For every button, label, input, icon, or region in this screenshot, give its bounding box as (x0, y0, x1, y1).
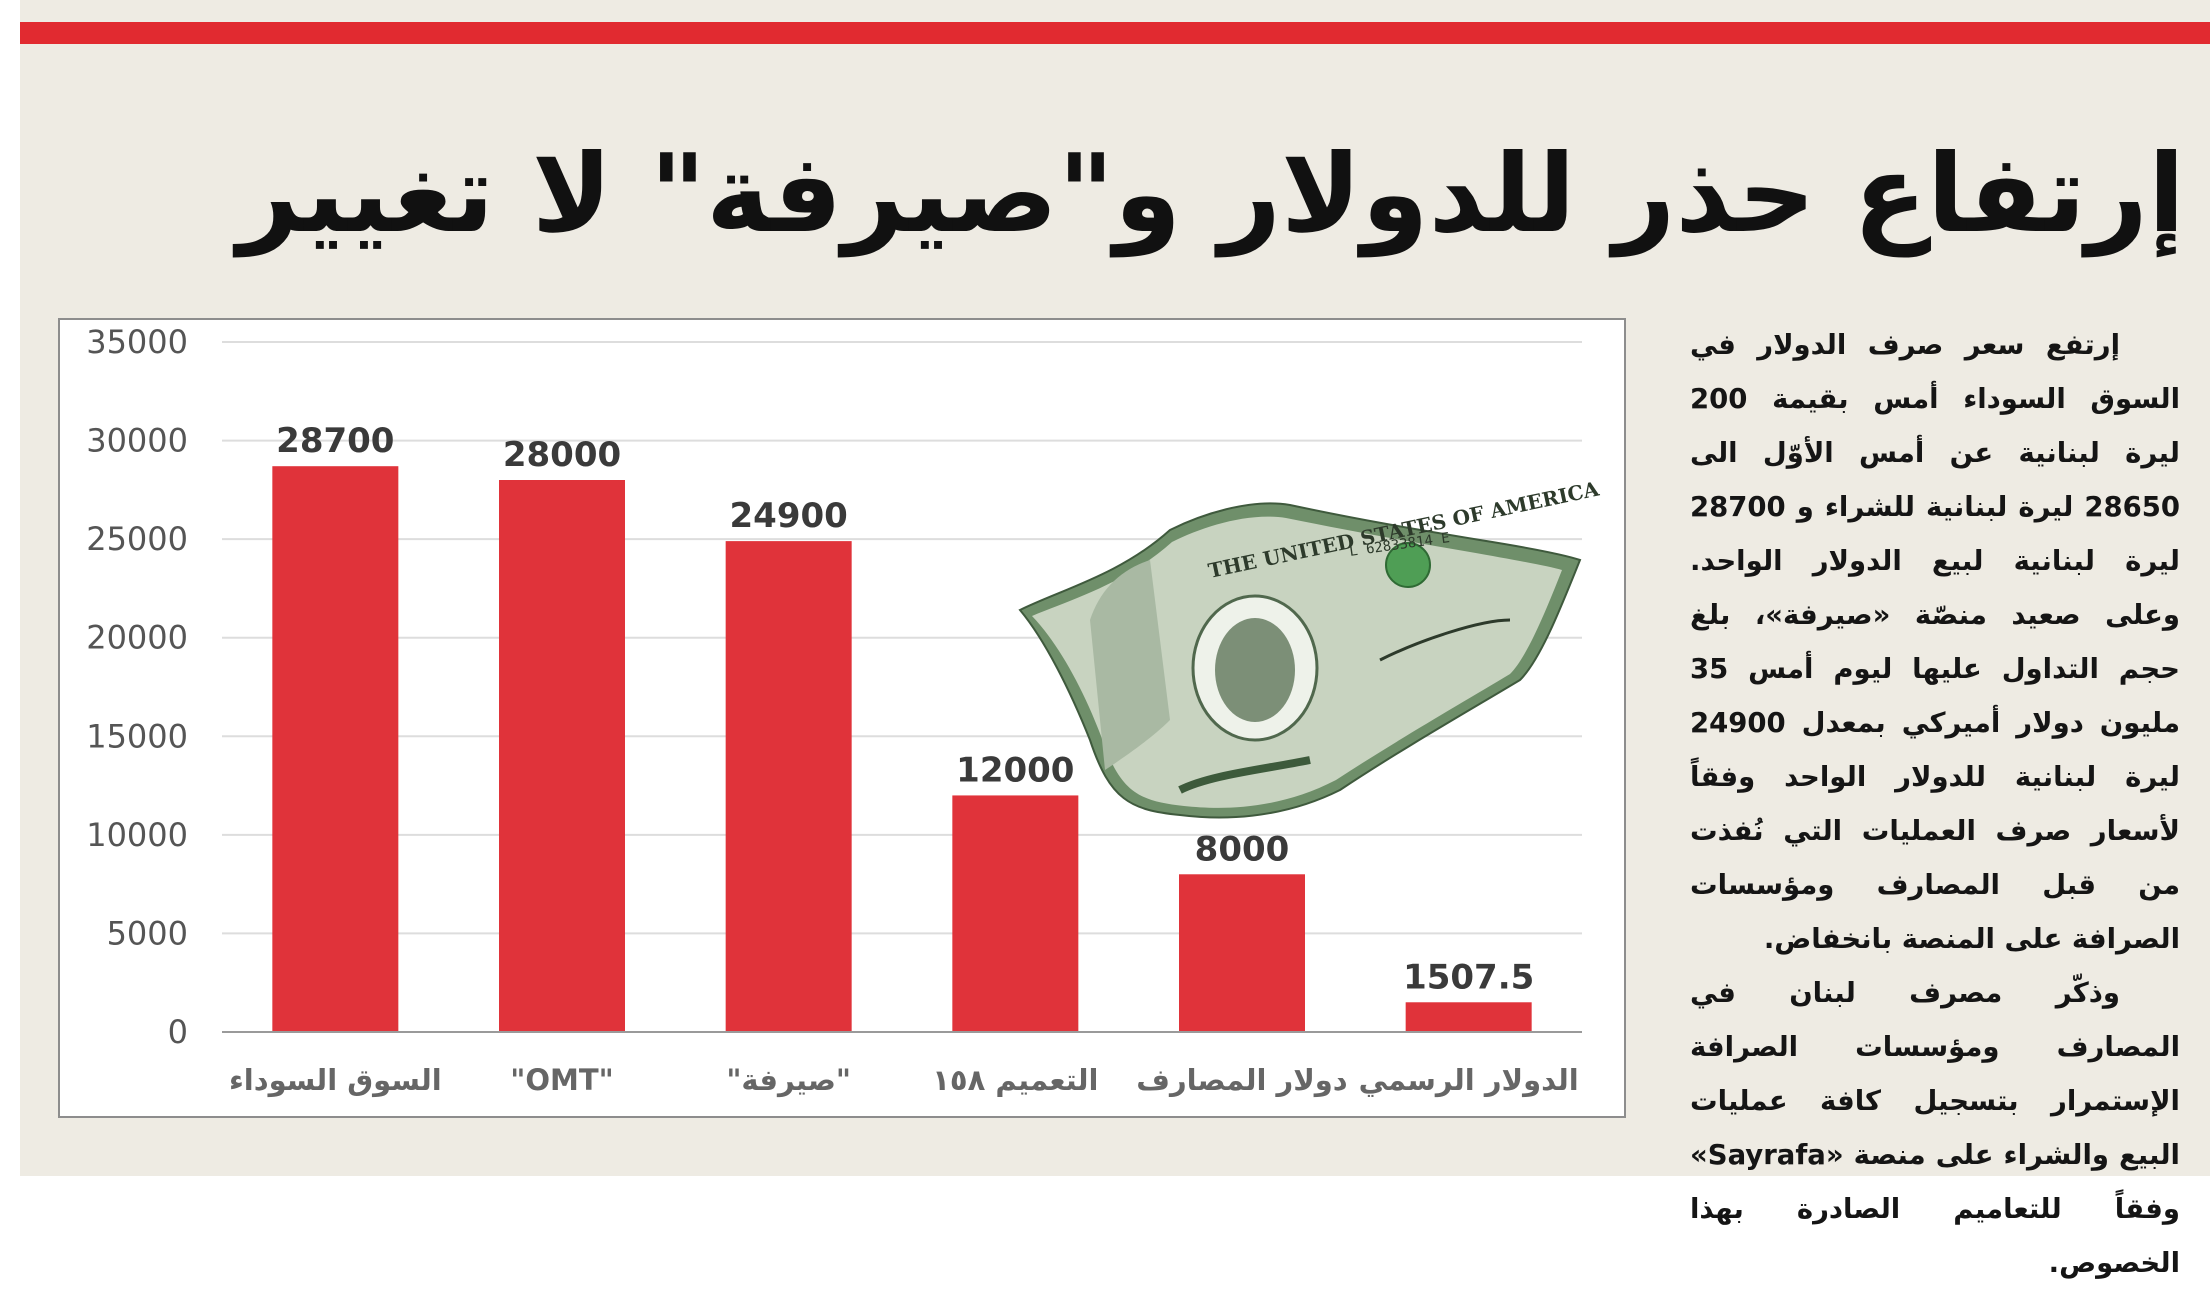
headline: إرتفاع حذر للدولار و"صيرفة" لا تغيير (237, 132, 2185, 257)
bar-chart: 35000 30000 25000 20000 15000 10000 5000 0 THE … (58, 318, 1626, 1118)
bar (1405, 1002, 1532, 1032)
dollar-bill-icon: THE UNITED STATES OF AMERICA L 62833814 … (1018, 476, 1601, 819)
bar-value-label: 1507.5 (1403, 957, 1534, 997)
value-labels: 28700 28000 24900 12000 8000 1507.5 (276, 421, 1534, 997)
x-axis-labels: السوق السوداء "OMT" "صيرفة" التعميم ١٥٨ دولا… (229, 1063, 1579, 1097)
bar-value-label: 28700 (276, 421, 394, 461)
article-paragraph-1: إرتفع سعر صرف الدولار في السوق السوداء أ… (1690, 329, 2180, 955)
y-tick-label: 5000 (107, 914, 188, 952)
x-tick-label: دولار المصارف (1136, 1063, 1347, 1097)
y-tick-label: 35000 (86, 323, 188, 361)
y-tick-label: 30000 (86, 422, 188, 460)
y-tick-label: 0 (168, 1013, 188, 1051)
x-tick-label: الدولار الرسمي (1359, 1063, 1579, 1097)
bar (725, 541, 852, 1032)
x-tick-label: التعميم ١٥٨ (932, 1063, 1098, 1097)
bar (272, 466, 399, 1032)
chart-canvas: 35000 30000 25000 20000 15000 10000 5000 0 THE … (86, 323, 1601, 1097)
y-tick-label: 15000 (86, 717, 188, 755)
bar (499, 480, 625, 1032)
article-body: إرتفع سعر صرف الدولار في السوق السوداء أ… (1690, 318, 2180, 1279)
bars (272, 466, 1532, 1032)
bar-value-label: 24900 (730, 496, 848, 536)
y-axis-ticks: 35000 30000 25000 20000 15000 10000 5000 0 (86, 323, 188, 1051)
y-tick-label: 10000 (86, 816, 188, 854)
x-tick-label: السوق السوداء (229, 1063, 442, 1097)
x-tick-label: "صيرفة" (726, 1063, 851, 1097)
x-tick-label: "OMT" (510, 1063, 614, 1097)
y-tick-label: 20000 (86, 619, 188, 657)
bar-value-label: 12000 (956, 750, 1074, 790)
bar (952, 795, 1079, 1032)
y-tick-label: 25000 (86, 520, 188, 558)
bar-value-label: 8000 (1195, 829, 1290, 869)
article-paragraph-2: وذكّر مصرف لبنان في المصارف ومؤسسات الصر… (1690, 977, 2180, 1279)
bar-value-label: 28000 (503, 435, 621, 475)
gridlines (222, 341, 1582, 935)
bar (1179, 874, 1305, 1032)
header-red-bar (20, 22, 2210, 44)
